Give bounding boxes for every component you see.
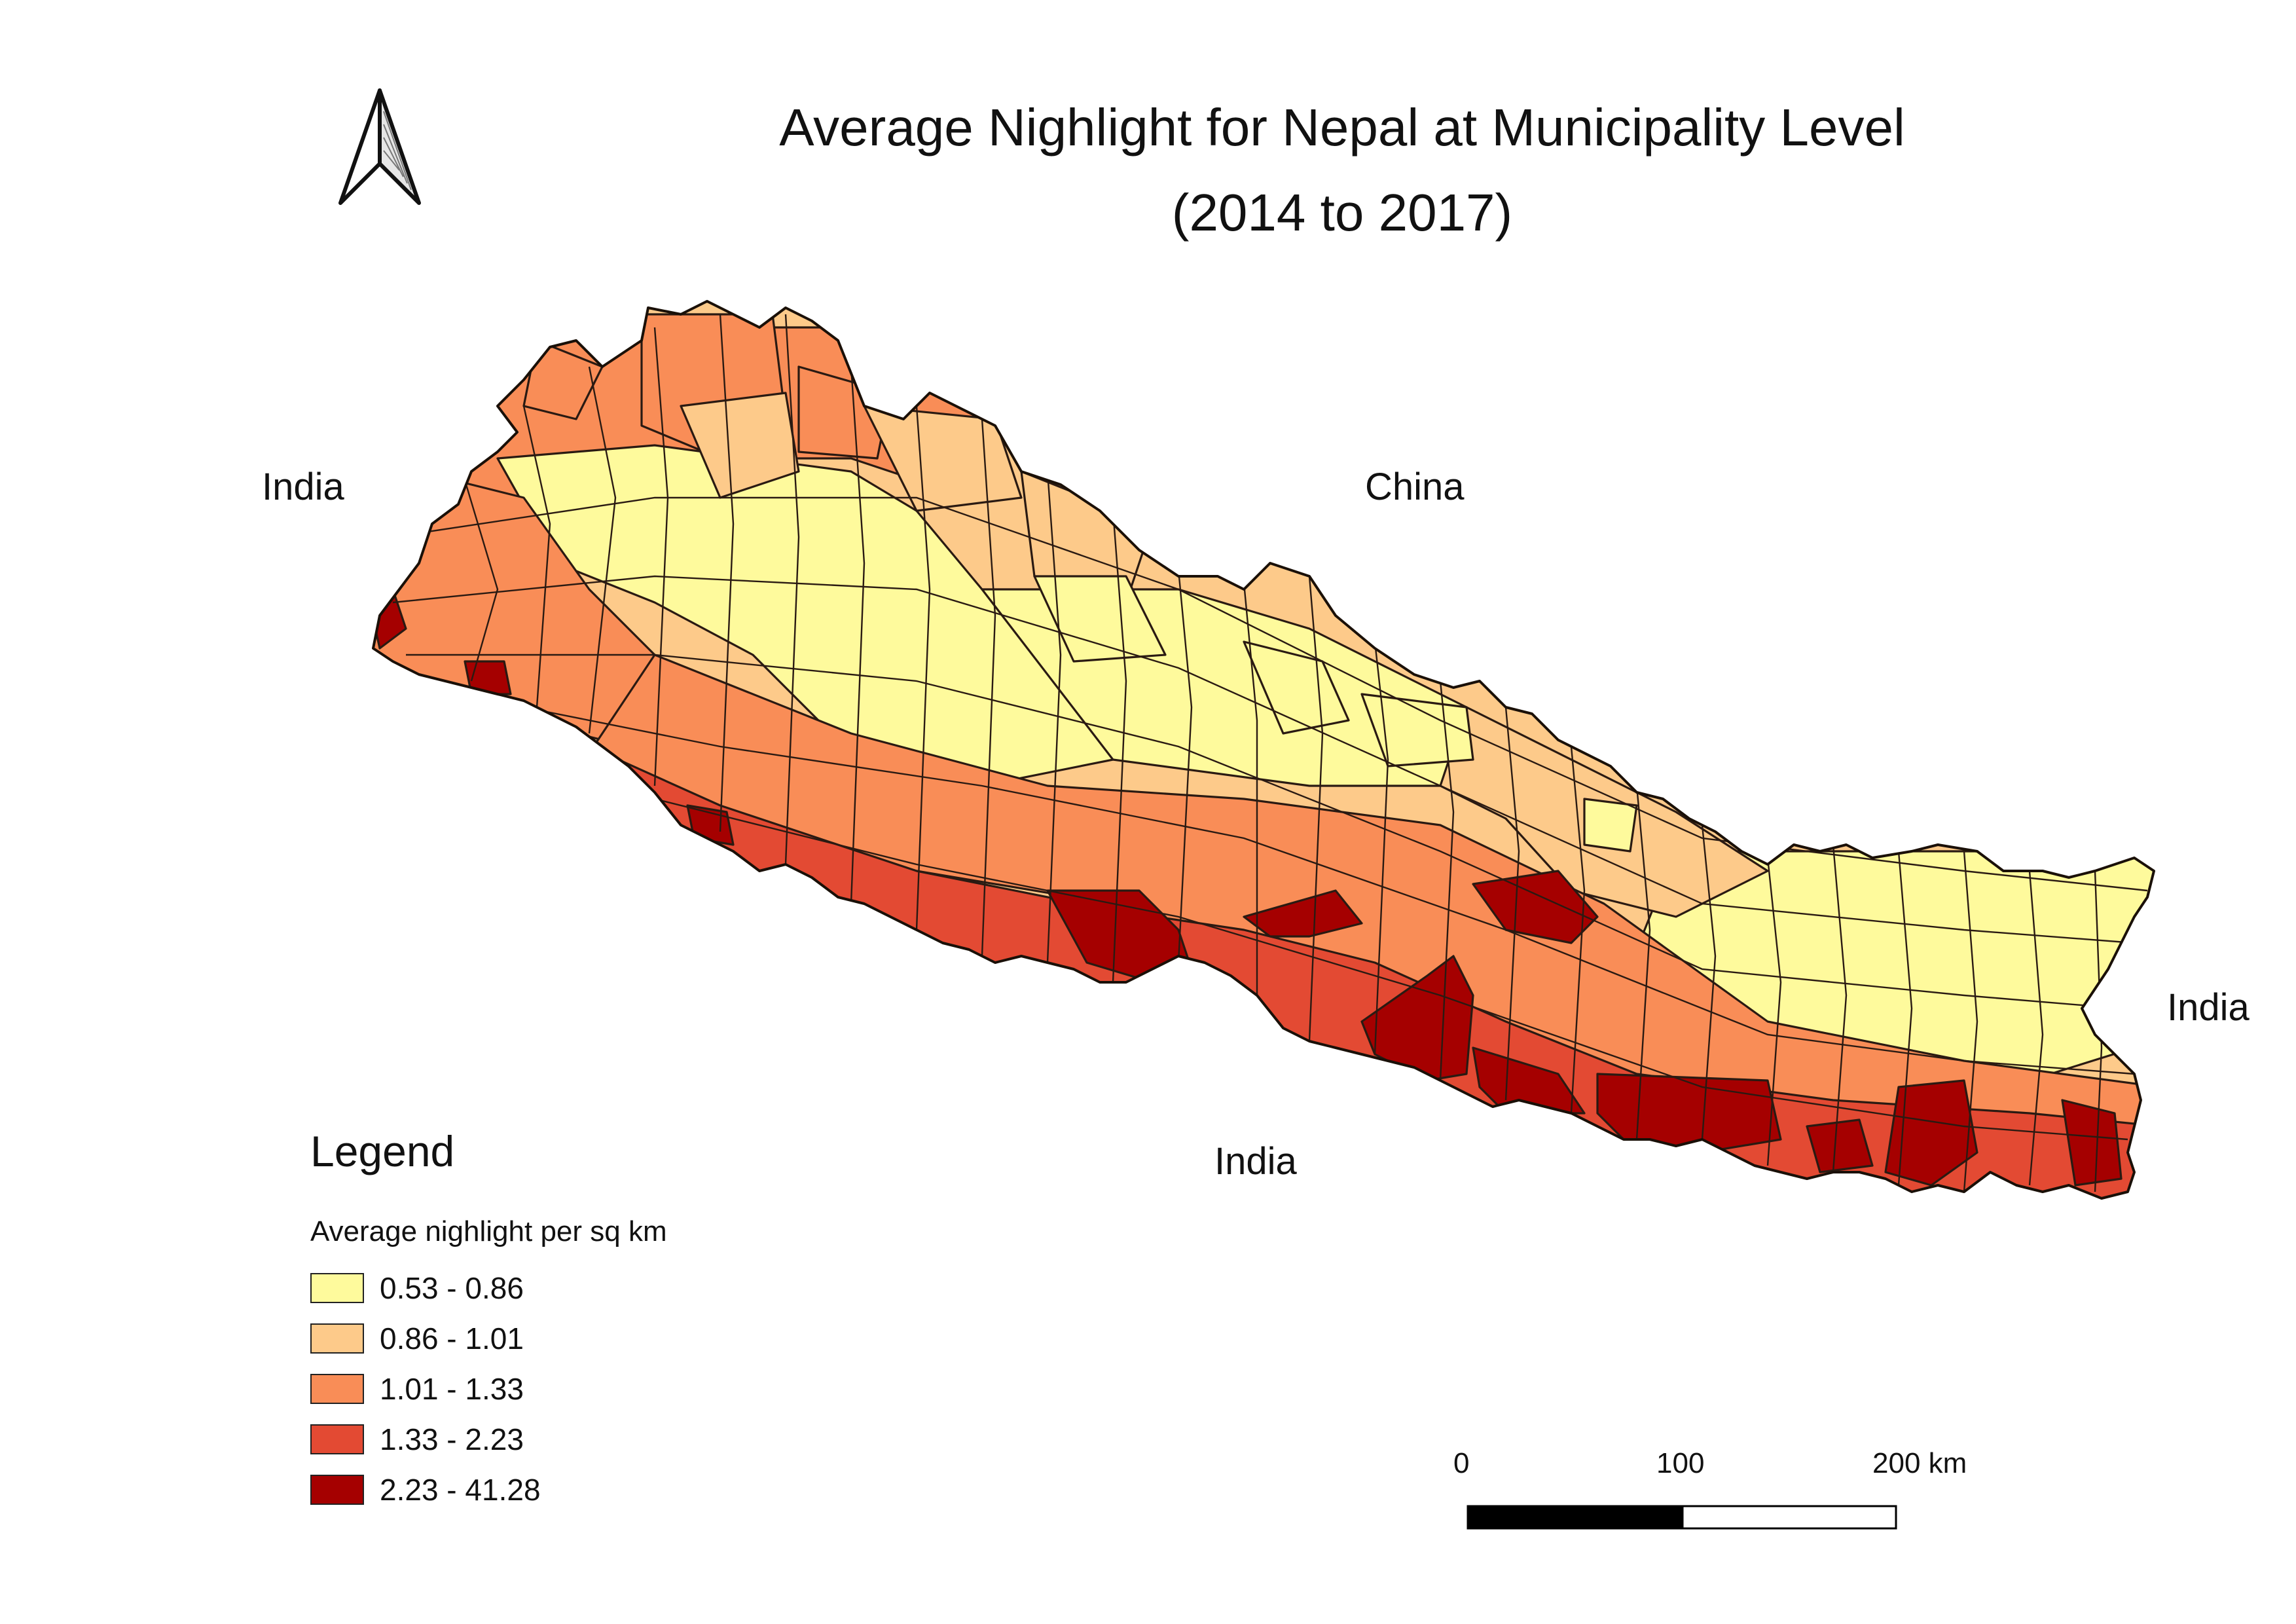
north-arrow-icon [338,88,421,205]
legend-swatch [310,1474,364,1505]
label-india-west: India [262,466,344,508]
legend-items: 0.53 - 0.86 0.86 - 1.01 1.01 - 1.33 1.33… [310,1263,667,1515]
legend-item: 0.53 - 0.86 [310,1263,667,1313]
legend-label: 1.01 - 1.33 [380,1371,524,1406]
legend-label: 1.33 - 2.23 [380,1422,524,1456]
legend-item: 1.01 - 1.33 [310,1363,667,1414]
label-india-south: India [1214,1140,1297,1183]
map-title-line2: (2014 to 2017) [1171,183,1513,242]
scale-tick-200: 200 km [1872,1447,1967,1479]
label-china: China [1365,466,1465,508]
scale-bar-graphic [1467,1505,1897,1530]
legend-swatch [310,1424,364,1454]
map-title-line1: Average Nighlight for Nepal at Municipal… [779,98,1905,157]
legend-label: 0.53 - 0.86 [380,1270,524,1305]
legend-subtitle: Average nighlight per sq km [310,1215,667,1247]
legend-heading: Legend [310,1127,455,1175]
legend-item: 2.23 - 41.28 [310,1464,667,1515]
scale-bar: 0 100 200 km [1440,1447,1967,1539]
legend-swatch [310,1323,364,1354]
legend: Legend Average nighlight per sq km 0.53 … [310,1126,667,1515]
scale-tick-100: 100 [1656,1447,1705,1479]
legend-item: 1.33 - 2.23 [310,1414,667,1464]
legend-label: 2.23 - 41.28 [380,1472,541,1507]
legend-label: 0.86 - 1.01 [380,1321,524,1356]
map-title: Average Nighlight for Nepal at Municipal… [589,85,2095,255]
legend-swatch [310,1373,364,1404]
legend-swatch [310,1272,364,1303]
legend-item: 0.86 - 1.01 [310,1313,667,1363]
label-india-east: India [2167,986,2250,1029]
scale-tick-0: 0 [1453,1447,1470,1479]
